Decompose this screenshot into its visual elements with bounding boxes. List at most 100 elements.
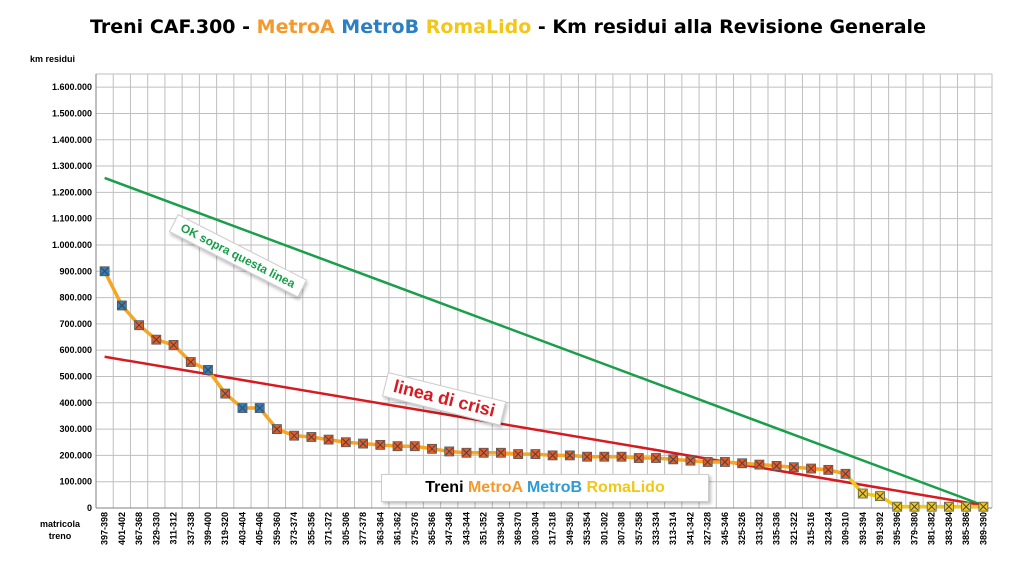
data-point-cross	[497, 448, 505, 457]
data-point-cross	[565, 451, 574, 460]
data-point-cross	[600, 452, 609, 461]
title-part1: Treni CAF.300 -	[90, 16, 257, 38]
data-point	[823, 464, 834, 475]
data-point-cross	[359, 439, 367, 448]
y-tick-label: 0	[87, 503, 92, 513]
x-tick-label: 327-328	[703, 512, 713, 545]
data-point	[427, 443, 437, 454]
data-point	[616, 451, 627, 462]
ok-line	[104, 176, 984, 507]
data-point	[875, 491, 885, 502]
y-tick-label: 900.000	[59, 266, 92, 276]
x-tick-label: 401-402	[117, 512, 127, 545]
x-tick-label: 355-356	[306, 512, 316, 545]
legend: Treni MetroA MetroB RomaLido	[381, 474, 709, 502]
x-axis-label-text: matricola treno	[40, 519, 81, 541]
data-point-cross	[324, 435, 333, 444]
x-tick-label: 395-396	[892, 512, 902, 545]
data-point	[599, 451, 610, 462]
data-point	[254, 403, 265, 413]
y-tick-label: 700.000	[59, 319, 92, 329]
data-point	[944, 501, 954, 512]
x-tick-label: 345-346	[720, 512, 730, 545]
data-point	[788, 462, 799, 473]
data-point	[702, 457, 713, 467]
data-point	[530, 449, 541, 459]
y-tick-label: 1.400.000	[52, 135, 92, 145]
x-tick-label: 335-336	[772, 512, 782, 545]
x-tick-labels: 397-398 401-402 367-368 329-330 311-312 337-3…	[100, 512, 989, 545]
data-point	[116, 300, 127, 311]
data-point	[857, 488, 868, 499]
data-point-cross	[100, 267, 109, 276]
y-tick-label: 200.000	[59, 450, 92, 460]
y-tick-label: 100.000	[59, 477, 92, 487]
data-point-cross	[945, 502, 953, 511]
title-part2: - Km residui alla Revisione Generale	[531, 16, 926, 38]
x-tick-label: 405-406	[255, 512, 265, 545]
chart-title: Treni CAF.300 - MetroA MetroB RomaLido -…	[0, 16, 1016, 38]
y-tick-labels: 0 100.000 200.000 300.000 400.000 500.000 600.…	[52, 82, 92, 513]
data-point-cross	[772, 462, 781, 470]
data-point	[392, 441, 403, 452]
legend-romaLido: RomaLido	[586, 479, 665, 496]
x-tick-label: 369-370	[513, 512, 523, 545]
data-point-cross	[721, 458, 729, 466]
x-tick-label: 357-358	[634, 512, 644, 545]
data-point-cross	[583, 452, 591, 461]
data-point-cross	[858, 489, 867, 498]
data-point-cross	[462, 448, 471, 457]
data-point-cross	[669, 455, 678, 464]
data-point-cross	[445, 447, 454, 456]
y-tick-label: 1.300.000	[52, 161, 92, 171]
data-point	[926, 501, 937, 512]
title-metroB: MetroB	[341, 16, 420, 38]
reference-lines	[104, 176, 984, 507]
data-point-cross	[617, 452, 626, 461]
y-tick-label: 400.000	[59, 398, 92, 408]
y-tick-label: 800.000	[59, 293, 92, 303]
data-point-cross	[238, 404, 247, 412]
x-tick-label: 309-310	[841, 512, 851, 545]
y-tick-label: 600.000	[59, 345, 92, 355]
x-tick-label: 361-362	[393, 512, 403, 545]
x-tick-label: 365-366	[427, 512, 437, 545]
legend-treni: Treni	[425, 479, 464, 496]
x-tick-label: 397-398	[100, 512, 110, 545]
data-point-cross	[979, 502, 988, 511]
x-tick-label: 353-354	[582, 512, 592, 545]
data-point	[720, 457, 730, 467]
data-point-cross	[824, 466, 833, 474]
x-tick-label: 349-350	[565, 512, 575, 545]
title-romaLido: RomaLido	[425, 16, 532, 38]
data-point	[840, 468, 851, 479]
crisis-line	[104, 355, 984, 507]
x-tick-label: 399-400	[203, 512, 213, 545]
y-tick-label: 1.600.000	[52, 82, 92, 92]
x-tick-label: 315-316	[806, 512, 816, 545]
x-tick-label: 391-392	[875, 512, 885, 545]
x-tick-label: 385-386	[961, 512, 971, 545]
y-tick-label: 1.100.000	[52, 214, 92, 224]
legend-metroB: MetroB	[526, 479, 583, 496]
x-tick-label: 313-314	[668, 512, 678, 545]
data-point-cross	[910, 502, 919, 511]
data-point	[496, 447, 506, 458]
y-tick-label: 1.200.000	[52, 187, 92, 197]
data-point-cross	[634, 454, 643, 462]
x-tick-label: 383-384	[944, 512, 954, 545]
data-point-cross	[255, 404, 264, 412]
data-point	[237, 403, 248, 413]
data-point	[203, 365, 213, 375]
x-tick-label: 319-320	[220, 512, 230, 545]
data-point	[323, 434, 334, 445]
data-point-cross	[514, 450, 523, 458]
data-point-cross	[789, 463, 798, 472]
data-point-cross	[410, 442, 419, 451]
data-point	[306, 432, 317, 442]
data-point	[168, 340, 179, 350]
data-point-cross	[186, 358, 195, 366]
legend-metroA: MetroA	[467, 479, 523, 496]
data-markers	[99, 266, 989, 512]
